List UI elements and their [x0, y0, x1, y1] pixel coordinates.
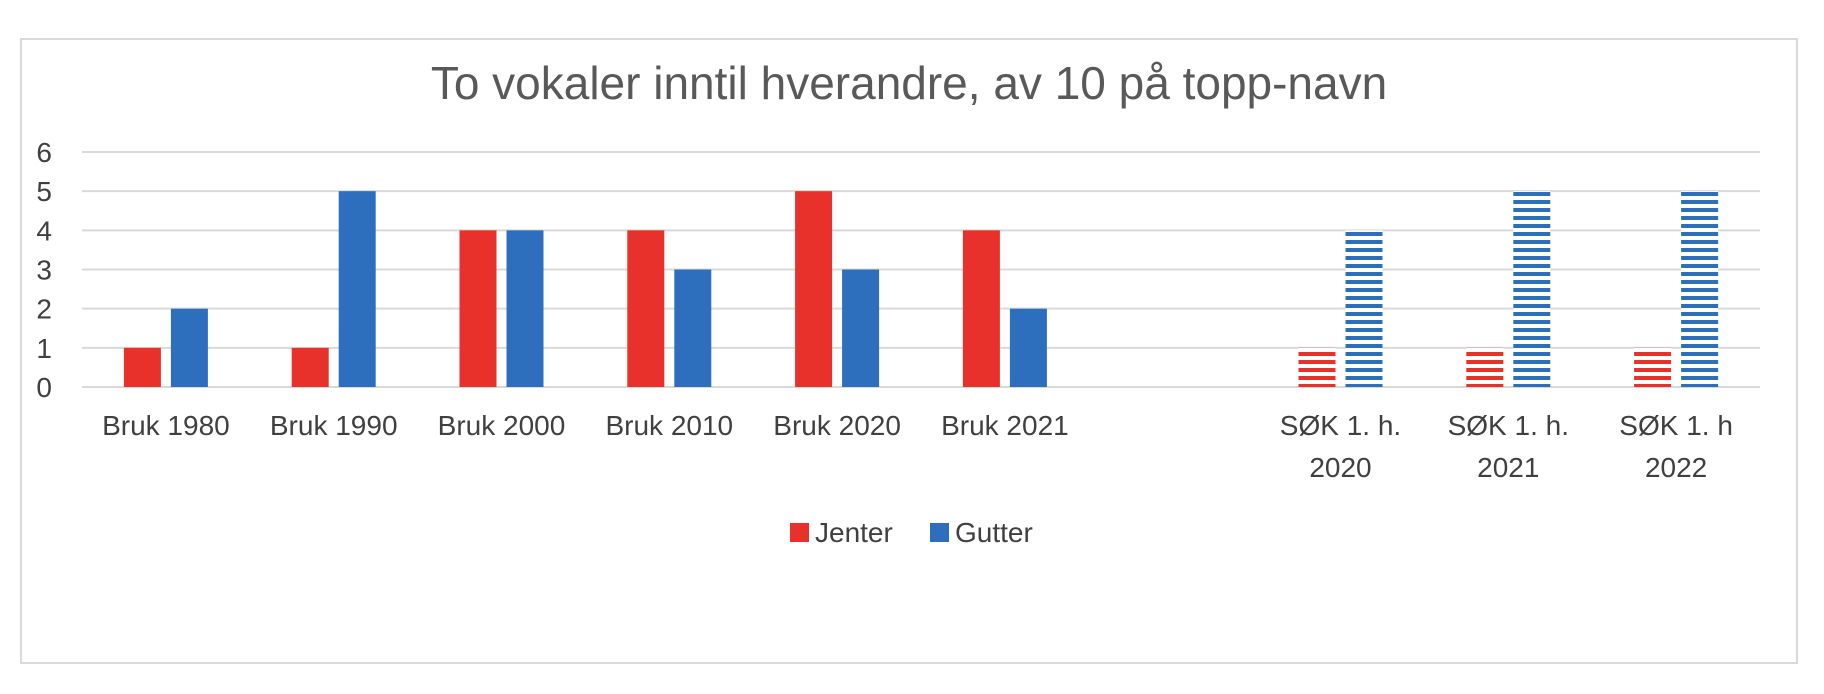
bar-jenter	[795, 191, 833, 387]
bar-jenter	[291, 347, 329, 387]
x-tick-label: Bruk 2020	[773, 410, 901, 441]
bar-gutter	[506, 230, 544, 387]
legend-swatch-jenter	[790, 523, 809, 542]
y-tick-label: 3	[36, 255, 52, 286]
legend: Jenter Gutter	[790, 517, 1033, 548]
legend-label-jenter: Jenter	[815, 517, 893, 548]
bar-gutter	[1513, 191, 1551, 387]
bar-jenter	[1634, 347, 1672, 387]
y-tick-label: 6	[36, 137, 52, 168]
bar-gutter	[170, 308, 208, 387]
bar-jenter	[123, 347, 161, 387]
bar-jenter	[1466, 347, 1504, 387]
x-tick-label: Bruk 2010	[605, 410, 733, 441]
x-tick-label: SØK 1. h	[1619, 410, 1733, 441]
y-tick-label: 1	[36, 333, 52, 364]
x-tick-label: 2020	[1309, 452, 1371, 483]
bar-gutter	[1009, 308, 1047, 387]
bar-gutter	[674, 269, 712, 387]
x-tick-label: SØK 1. h.	[1448, 410, 1569, 441]
bar-jenter	[962, 230, 1000, 387]
chart-svg: To vokaler inntil hverandre, av 10 på to…	[36, 57, 1760, 548]
bar-gutter	[1681, 191, 1719, 387]
x-tick-label: SØK 1. h.	[1280, 410, 1401, 441]
chart-title: To vokaler inntil hverandre, av 10 på to…	[431, 57, 1387, 109]
x-tick-label: 2022	[1645, 452, 1707, 483]
x-tick-label: Bruk 1990	[270, 410, 398, 441]
x-tick-label: Bruk 2021	[941, 410, 1069, 441]
bar-gutter	[842, 269, 880, 387]
bar-jenter	[459, 230, 497, 387]
y-axis-ticks: 0 1 2 3 4 5 6	[36, 137, 52, 403]
legend-swatch-gutter	[930, 523, 949, 542]
x-tick-label: 2021	[1477, 452, 1539, 483]
gridlines	[82, 151, 1760, 388]
chart-frame: To vokaler inntil hverandre, av 10 på to…	[20, 38, 1798, 664]
bars	[123, 191, 1719, 387]
x-tick-label: Bruk 2000	[438, 410, 566, 441]
legend-label-gutter: Gutter	[955, 517, 1033, 548]
bar-jenter	[1298, 347, 1336, 387]
y-tick-label: 2	[36, 294, 52, 325]
y-tick-label: 5	[36, 176, 52, 207]
bar-gutter	[338, 191, 376, 387]
x-axis-labels: Bruk 1980 Bruk 1990 Bruk 2000 Bruk 2010 Bruk…	[102, 410, 1733, 483]
bar-gutter	[1345, 230, 1383, 387]
y-tick-label: 0	[36, 372, 52, 403]
x-tick-label: Bruk 1980	[102, 410, 230, 441]
y-tick-label: 4	[36, 215, 52, 246]
bar-jenter	[627, 230, 665, 387]
